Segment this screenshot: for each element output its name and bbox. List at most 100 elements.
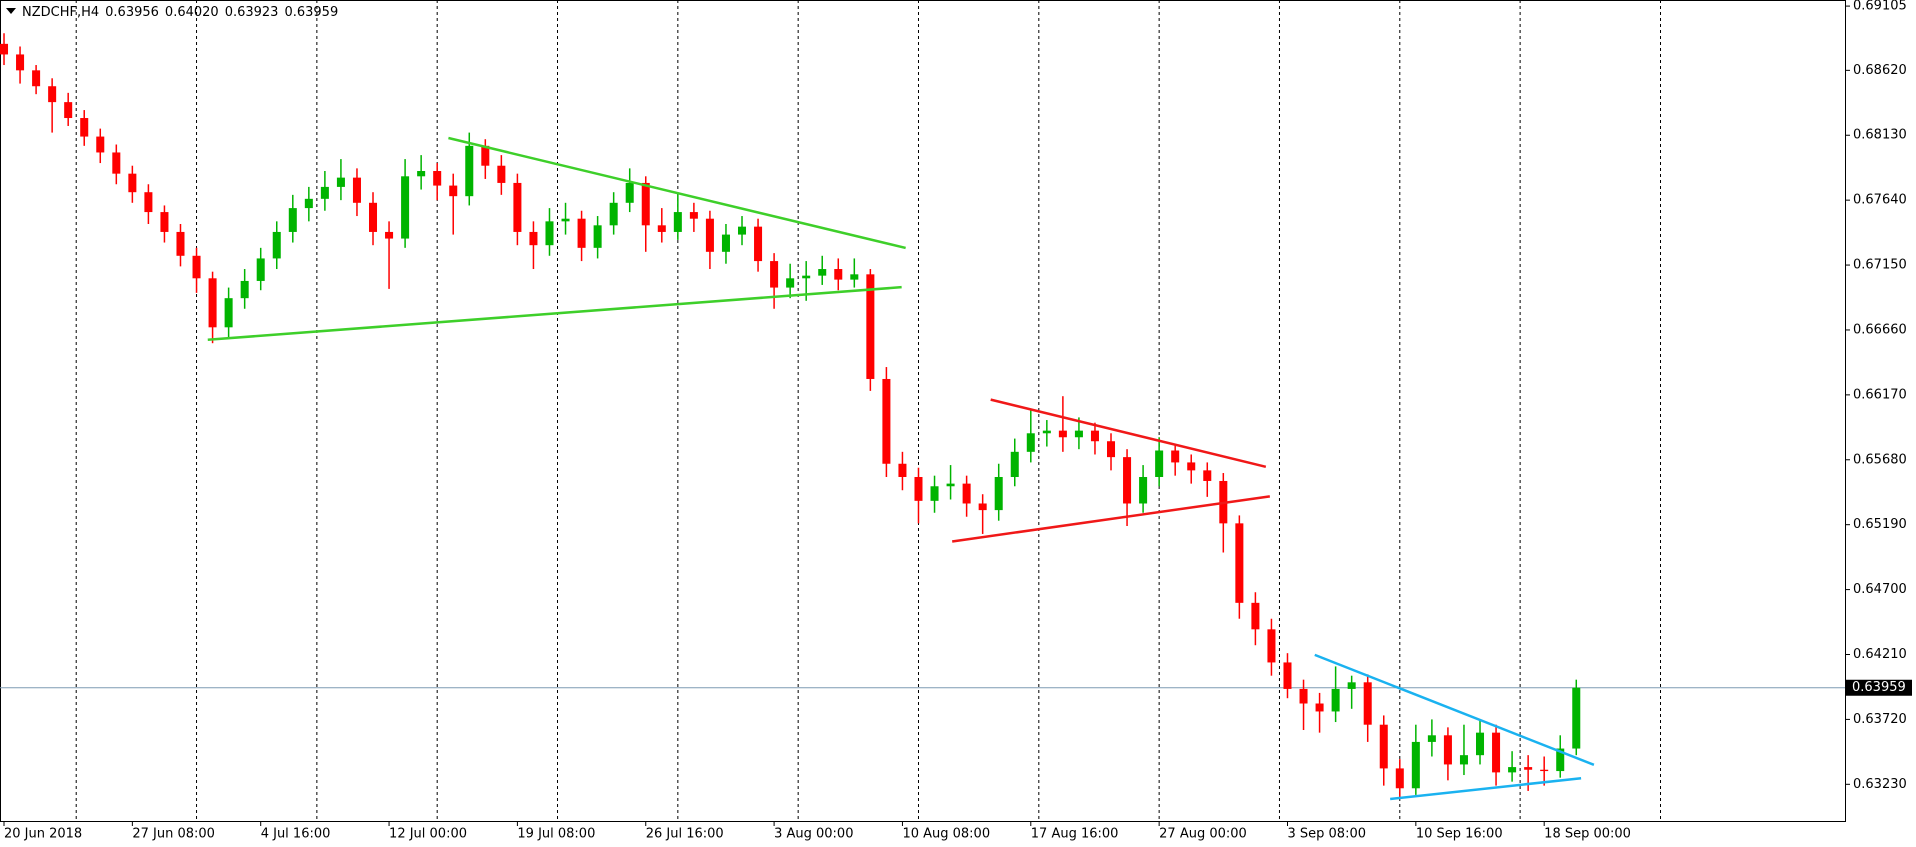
candle-body <box>593 225 602 248</box>
trend-line <box>952 495 1271 543</box>
y-tick-label: 0.65190 <box>1853 517 1907 532</box>
candle-body <box>609 202 618 226</box>
y-tick-label: 0.67150 <box>1853 258 1907 273</box>
candle-body <box>1267 629 1276 663</box>
candle-body <box>160 212 169 232</box>
candle-body <box>898 463 907 477</box>
quote-value: 0.64020 <box>165 5 219 20</box>
candle-body <box>1347 682 1356 689</box>
y-tick-label: 0.63720 <box>1853 712 1907 727</box>
candle-body <box>738 226 747 235</box>
candle-body <box>721 234 730 252</box>
candle-body <box>1026 433 1035 452</box>
candle-body <box>545 221 554 246</box>
candle-body <box>288 208 297 232</box>
y-tick-label: 0.65680 <box>1853 452 1907 467</box>
menu-arrow[interactable] <box>6 8 16 14</box>
candle-body <box>625 182 634 203</box>
candle-body <box>385 231 394 239</box>
candle-body <box>1572 687 1581 749</box>
x-tick-label: 19 Jul 08:00 <box>517 827 595 842</box>
price-label: 0.63959 <box>1852 680 1906 695</box>
candle-body <box>529 231 538 246</box>
candle-body <box>1411 741 1420 789</box>
candle-body <box>0 43 9 55</box>
candle-body <box>1074 430 1083 438</box>
candle-body <box>1492 732 1501 773</box>
candle-body <box>1315 703 1324 712</box>
candle-body <box>1123 457 1132 504</box>
y-tick-label: 0.69105 <box>1853 0 1907 14</box>
x-tick-label: 10 Sep 16:00 <box>1416 827 1503 842</box>
candle-body <box>112 152 121 174</box>
candle-body <box>561 218 570 222</box>
candle-body <box>754 226 763 262</box>
y-tick-label: 0.67640 <box>1853 193 1907 208</box>
candle-body <box>1107 441 1116 458</box>
candle-body <box>336 177 345 187</box>
candle-body <box>256 258 265 281</box>
y-tick-label: 0.64700 <box>1853 582 1907 597</box>
candle-body <box>16 54 25 71</box>
candle-body <box>64 102 73 119</box>
candle-body <box>96 136 105 153</box>
candle-body <box>1459 755 1468 765</box>
quote-value: 0.63959 <box>284 5 338 20</box>
candle-body <box>433 171 442 186</box>
candle-body <box>481 145 490 166</box>
candle-body <box>1155 450 1164 477</box>
candle-body <box>930 486 939 501</box>
candle-body <box>128 173 137 193</box>
trend-line <box>1390 776 1582 801</box>
x-tick-label: 3 Sep 08:00 <box>1287 827 1366 842</box>
x-tick-label: 26 Jul 16:00 <box>646 827 724 842</box>
y-tick-label: 0.68620 <box>1853 63 1907 78</box>
candle-body <box>705 218 714 252</box>
candle-body <box>866 274 875 379</box>
y-tick-label: 0.66170 <box>1853 387 1907 402</box>
candle-body <box>946 483 955 487</box>
candle-body <box>465 145 474 197</box>
candle-body <box>1540 769 1549 772</box>
candle-body <box>1283 662 1292 689</box>
candle-body <box>641 182 650 226</box>
candle-body <box>657 225 666 232</box>
trend-line <box>448 136 906 250</box>
candle-body <box>1235 523 1244 603</box>
candle-body <box>770 261 779 288</box>
candle-body <box>272 231 281 259</box>
candle-body <box>689 212 698 219</box>
symbol: NZDCHF,H4 <box>22 5 99 20</box>
candle-body <box>401 176 410 239</box>
candle-body <box>1508 767 1517 773</box>
candle-body <box>802 275 811 279</box>
x-tick-label: 20 Jun 2018 <box>4 827 82 842</box>
candle-body <box>978 503 987 511</box>
candle-body <box>1187 462 1196 471</box>
candle-body <box>1299 688 1308 704</box>
candle-body <box>208 278 217 328</box>
candle-body <box>369 202 378 232</box>
x-tick-label: 10 Aug 08:00 <box>902 827 990 842</box>
candle-body <box>1476 732 1485 756</box>
x-tick-label: 3 Aug 00:00 <box>774 827 853 842</box>
candle-body <box>1251 602 1260 630</box>
candle-body <box>1556 748 1565 772</box>
x-tick-label: 12 Jul 00:00 <box>389 827 467 842</box>
candle-body <box>1524 767 1533 770</box>
candle-body <box>32 70 41 87</box>
x-tick-label: 17 Aug 16:00 <box>1031 827 1119 842</box>
candle-body <box>673 212 682 232</box>
candle-body <box>1139 476 1148 504</box>
candle-body <box>352 177 361 203</box>
candle-body <box>80 118 89 137</box>
candle-body <box>1395 768 1404 789</box>
y-tick-label: 0.64210 <box>1853 647 1907 662</box>
candle-body <box>834 269 843 280</box>
quote-value: 0.63956 <box>105 5 159 20</box>
candle-body <box>1171 450 1180 463</box>
candle-body <box>224 298 233 328</box>
candle-body <box>914 476 923 501</box>
candle-body <box>1058 430 1067 438</box>
